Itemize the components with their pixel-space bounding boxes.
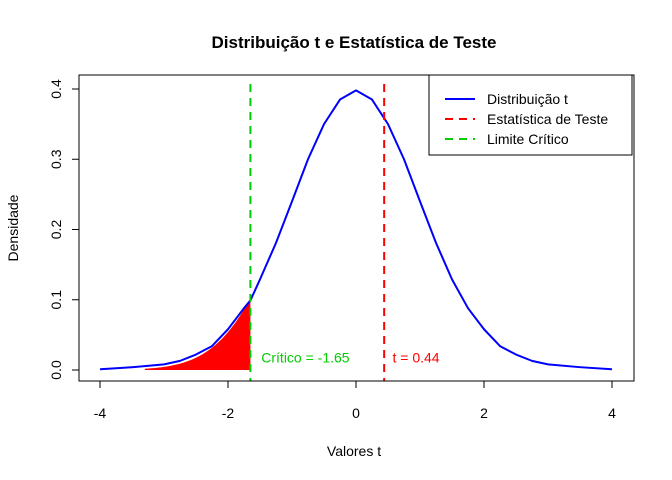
shaded-region-layer [144, 298, 251, 370]
chart-title: Distribuição t e Estatística de Teste [212, 33, 497, 52]
y-tick-label: 0.4 [48, 79, 64, 99]
x-tick-label: 0 [352, 405, 360, 421]
y-tick-label: 0.0 [48, 360, 64, 380]
x-tick-label: -2 [222, 405, 235, 421]
y-axis: 0.0 0.1 0.2 0.3 0.4 [48, 79, 80, 380]
annotation-layer: Crítico = -1.65 t = 0.44 [261, 349, 440, 365]
y-tick-label: 0.1 [48, 290, 64, 310]
series-line-0 [99, 89, 613, 371]
curve-layer [99, 89, 613, 371]
y-tick-label: 0.3 [48, 149, 64, 169]
legend-label: Limite Crítico [487, 131, 569, 147]
legend-label: Distribuição t [487, 91, 568, 107]
x-tick-label: -4 [94, 405, 107, 421]
x-tick-label: 2 [480, 405, 488, 421]
critical-value-annotation: Crítico = -1.65 [261, 349, 350, 365]
y-tick-label: 0.2 [48, 220, 64, 240]
vline-layer [249, 84, 386, 381]
x-axis-label: Valores t [327, 443, 381, 459]
critical-region-fill [144, 298, 251, 370]
x-tick-label: 4 [608, 405, 616, 421]
legend-label: Estatística de Teste [487, 111, 608, 127]
y-axis-label: Densidade [5, 194, 21, 261]
test-statistic-annotation: t = 0.44 [392, 349, 439, 365]
legend: Distribuição t Estatística de Teste Limite… [428, 74, 633, 156]
x-axis: -4 -2 0 2 4 [94, 380, 616, 421]
legend-box [428, 74, 633, 156]
